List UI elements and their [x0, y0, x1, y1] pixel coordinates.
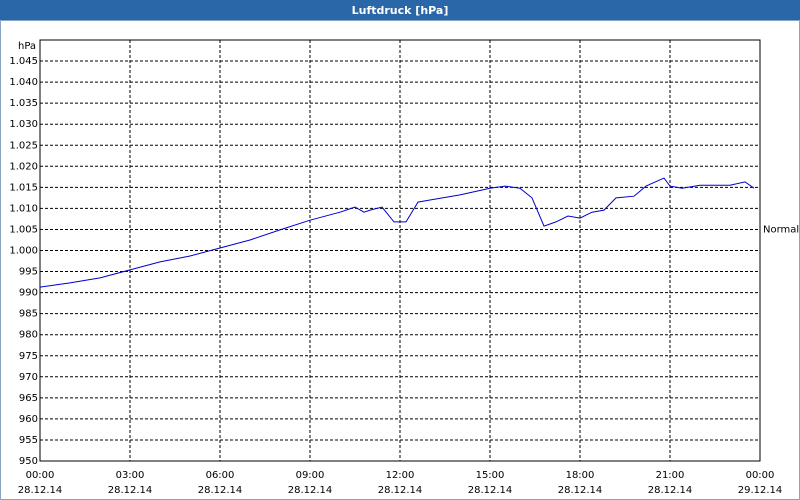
x-tick-date: 28.12.14: [18, 485, 63, 496]
y-tick-label: 990: [19, 288, 38, 299]
x-tick-date: 28.12.14: [198, 485, 243, 496]
x-tick-label: 06:00: [206, 470, 235, 481]
y-tick-label: 1.030: [9, 119, 38, 130]
y-tick-label: 1.045: [9, 56, 38, 67]
y-tick-label: 1.025: [9, 140, 38, 151]
x-tick-date: 28.12.14: [648, 485, 693, 496]
plot-frame: [39, 39, 761, 462]
x-tick-date: 28.12.14: [108, 485, 153, 496]
y-tick-label: 980: [19, 330, 38, 341]
y-tick-label: 1.040: [9, 77, 38, 88]
chart-title: Luftdruck [hPa]: [352, 4, 449, 17]
line-series: [39, 177, 755, 288]
x-tick-date: 28.12.14: [468, 485, 513, 496]
x-tick-label: 12:00: [386, 470, 415, 481]
y-tick-label: 1.005: [9, 224, 38, 235]
y-tick-label: 1.010: [9, 203, 38, 214]
x-tick-label: 00:00: [26, 470, 55, 481]
y-tick-label: 1.000: [9, 246, 38, 257]
y-tick-label: 975: [19, 351, 38, 362]
y-tick-label: 985: [19, 309, 38, 320]
x-tick-label: 09:00: [296, 470, 325, 481]
x-tick-date: 28.12.14: [378, 485, 423, 496]
x-tick-date: 28.12.14: [288, 485, 333, 496]
x-tick-label: 03:00: [116, 470, 145, 481]
y-tick-label: 965: [19, 393, 38, 404]
y-tick-label: 970: [19, 372, 38, 383]
x-tick-label: 00:00: [746, 470, 775, 481]
y-tick-label: 1.035: [9, 98, 38, 109]
title-bar: [0, 0, 800, 20]
y-tick-label: 960: [19, 414, 38, 425]
reference-label: Normal: [763, 224, 799, 235]
x-tick-label: 15:00: [476, 470, 505, 481]
y-unit: hPa: [18, 41, 36, 52]
y-tick-label: 1.020: [9, 161, 38, 172]
x-tick-label: 18:00: [566, 470, 595, 481]
y-tick-label: 995: [19, 267, 38, 278]
y-tick-label: 955: [19, 435, 38, 446]
y-tick-label: 1.015: [9, 182, 38, 193]
x-tick-date: 28.12.14: [558, 485, 603, 496]
y-tick-label: 950: [19, 456, 38, 467]
x-tick-label: 21:00: [656, 470, 685, 481]
x-tick-date: 29.12.14: [738, 485, 783, 496]
